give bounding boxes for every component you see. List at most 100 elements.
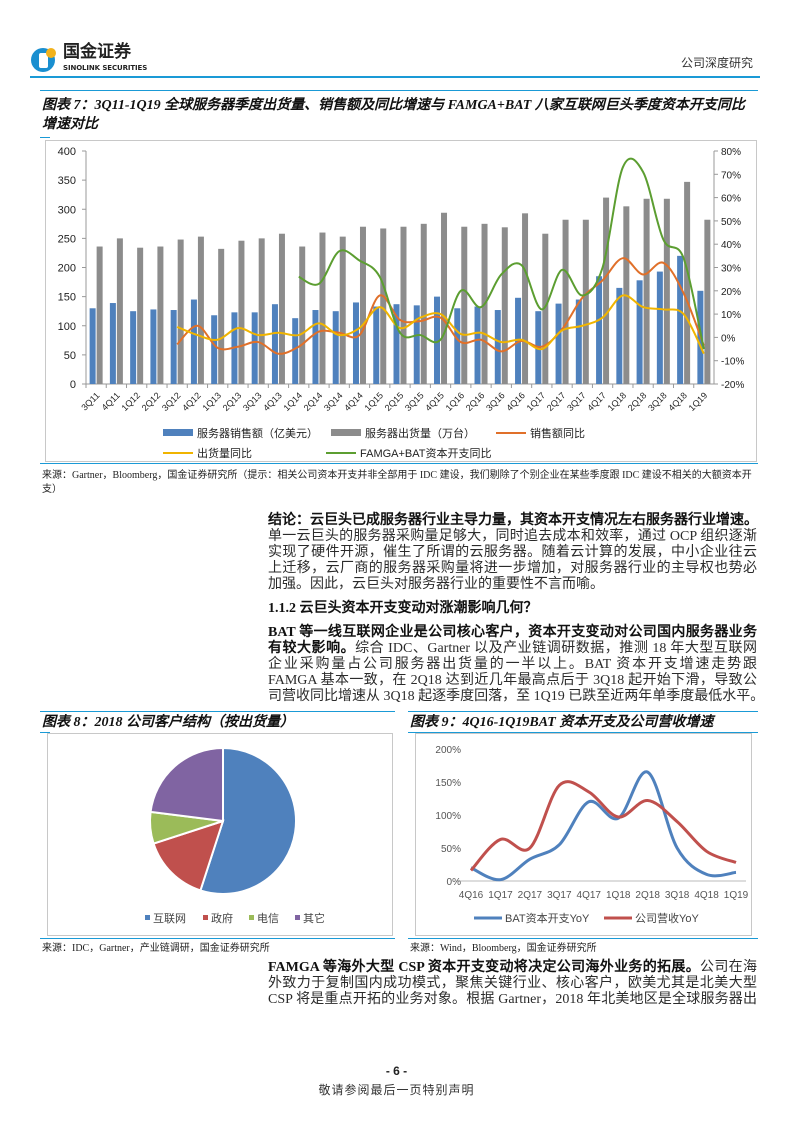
x-tick-label: 2Q18: [626, 390, 649, 413]
x-tick-label: 4Q11: [100, 390, 122, 412]
y-tick-label: 100: [58, 321, 76, 333]
shipment-bar: [218, 248, 225, 384]
y-tick-label: 50%: [441, 844, 461, 855]
x-tick-label: 4Q16: [459, 890, 484, 901]
text: 企业采购量占公司服务器出货量的一半以上。BAT 资本开支增速走势跟: [268, 657, 757, 672]
figure-8-chart: 互联网 政府 电信 其它: [47, 733, 393, 936]
paragraph-line: 有较大影响。综合 IDC、Gartner 以及产业链调研数据，推测 18 年大型…: [268, 641, 757, 657]
x-tick-label: 3Q11: [79, 390, 101, 412]
sales-bar: [474, 306, 481, 384]
paragraph-line: 司营收同比增速从 3Q18 起逐季度回落，至 1Q19 已跌至近两年单季度最低水…: [268, 689, 764, 705]
text: 上迁移，云厂商的服务器采购量将进一步增加，对服务器行业的主导权也势必: [268, 561, 757, 576]
paragraph-line: 单一云巨头的服务器采购量足够大，同时追去成本和效率，通过 OCP 组织逐渐: [268, 529, 757, 545]
bold-text: 有较大影响。: [268, 641, 356, 656]
x-tick-label: 3Q17: [565, 390, 588, 413]
x-tick-label: 3Q13: [241, 390, 264, 413]
x-tick-label: 4Q18: [666, 390, 689, 413]
shipment-bar: [603, 197, 610, 384]
legend-label: 服务器销售额（亿美元）: [197, 426, 318, 440]
figure-9-chart: 0% 50% 100% 150% 200% 4Q16 1Q17 2Q17 3Q17 4Q17 1Q1…: [415, 733, 752, 936]
x-tick-label: 2Q12: [140, 390, 163, 413]
y-tick-label: 150: [58, 292, 76, 304]
line-chart-svg: 0% 50% 100% 150% 200% 4Q16 1Q17 2Q17 3Q17 4Q17 1Q1…: [435, 745, 748, 925]
shipment-bar: [116, 238, 123, 384]
x-tick-label: 4Q16: [504, 390, 527, 413]
bat-capex-line: [470, 770, 737, 882]
bold-text: 结论：云巨头已成服务器行业主导力量，其资本开支情况左右服务器行业增速。: [268, 513, 758, 528]
header-divider: [30, 76, 760, 78]
text: 公司在海: [700, 960, 757, 975]
pie-slice: [199, 746, 297, 895]
x-tick-label: 3Q18: [646, 390, 669, 413]
y-tick-label: 200%: [435, 745, 461, 756]
y-tick-label: 0%: [447, 877, 462, 888]
x-tick-label: 1Q17: [488, 890, 513, 901]
sales-bar: [352, 302, 359, 384]
sales-bar: [494, 310, 501, 384]
divider: [40, 137, 50, 138]
sales-bar: [636, 280, 643, 384]
shipment-bar: [137, 247, 144, 384]
shipment-bar: [501, 227, 508, 384]
revenue-line: [469, 780, 737, 872]
shipment-bar: [461, 226, 468, 384]
x-tick-label: 4Q12: [180, 390, 203, 413]
x-tick-label: 1Q13: [200, 390, 223, 413]
figure-7-chart: 0 50 100 150 200 250 300 350 400 -20% -10% 0% 10% 20%…: [45, 140, 757, 462]
sales-bar: [677, 255, 684, 384]
shipment-bar: [339, 236, 346, 384]
legend-swatch: [331, 429, 361, 436]
y-tick-label: 0: [70, 379, 76, 391]
shipment-bar: [420, 223, 427, 384]
y-tick-label: 250: [58, 233, 76, 245]
page-number: - 6 -: [385, 1064, 408, 1078]
paragraph-line: 加强。因此，云巨头对服务器行业的重要性不言而喻。: [268, 577, 757, 593]
sales-bar: [575, 299, 582, 384]
figure-8-source: 来源：IDC，Gartner，产业链调研，国金证券研究所: [42, 943, 270, 954]
legend-label: FAMGA+BAT资本开支同比: [360, 446, 492, 460]
y2-tick-label: 30%: [721, 264, 741, 275]
paragraph-line: 结论：云巨头已成服务器行业主导力量，其资本开支情况左右服务器行业增速。: [268, 513, 758, 529]
x-tick-label: 3Q17: [547, 890, 572, 901]
x-tick-label: 4Q14: [342, 390, 365, 413]
bold-text: FAMGA 等海外大型 CSP 资本开支变动将决定公司海外业务的拓展。: [268, 960, 701, 975]
paragraph-line: CSP 将是重点开拓的业务对象。根据 Gartner，2018 年北美地区是全球…: [268, 992, 757, 1008]
legend-label: 服务器出货量（万台）: [365, 426, 475, 440]
sales-bar: [373, 306, 380, 384]
y-tick-label: 150%: [435, 778, 461, 789]
y-tick-label: 50: [64, 350, 76, 362]
sales-bar: [454, 308, 461, 384]
sales-bar: [190, 299, 197, 384]
logo-text-en: SINOLINK SECURITIES: [63, 64, 148, 72]
paragraph-line: FAMGA 基本一致，在 2Q18 达到近几年最高点后于 3Q18 起开始下滑，…: [268, 673, 757, 689]
sales-bar: [515, 297, 522, 384]
sales-bar: [616, 287, 623, 384]
text: 加强。因此，云巨头对服务器行业的重要性不言而喻。: [268, 577, 604, 592]
divider: [40, 732, 50, 733]
y2-tick-label: 60%: [721, 194, 741, 205]
text: 外致力于复制国内成功模式，聚焦关键行业、核心客户，欧美尤其是北美大型: [268, 976, 757, 991]
sales-bar: [150, 309, 157, 384]
sales-bar: [393, 304, 400, 384]
legend-label: BAT资本开支YoY: [505, 911, 590, 925]
y-tick-label: 400: [58, 146, 76, 158]
legend-label: 公司营收YoY: [635, 911, 699, 925]
pie-slice: [149, 746, 224, 823]
x-tick-label: 2Q14: [302, 390, 325, 413]
x-tick-label: 3Q14: [322, 390, 345, 413]
y2-tick-label: 0%: [721, 333, 736, 344]
shipment-bar: [96, 246, 103, 384]
y-tick-label: 100%: [435, 811, 461, 822]
x-tick-label: 2Q13: [221, 390, 244, 413]
paragraph-line: 上迁移，云厂商的服务器采购量将进一步增加，对服务器行业的主导权也势必: [268, 561, 757, 577]
x-tick-label: 1Q14: [281, 390, 304, 413]
x-tick-label: 2Q17: [518, 890, 543, 901]
figure-9-source: 来源：Wind，Bloomberg，国金证券研究所: [410, 943, 597, 954]
shipment-bar: [359, 226, 366, 384]
x-tick-label: 2Q18: [635, 890, 660, 901]
divider: [408, 711, 758, 712]
sales-bar: [596, 276, 603, 384]
shipment-bar: [684, 181, 691, 384]
y2-tick-label: 10%: [721, 310, 741, 321]
x-tick-label: 2Q17: [545, 390, 568, 413]
